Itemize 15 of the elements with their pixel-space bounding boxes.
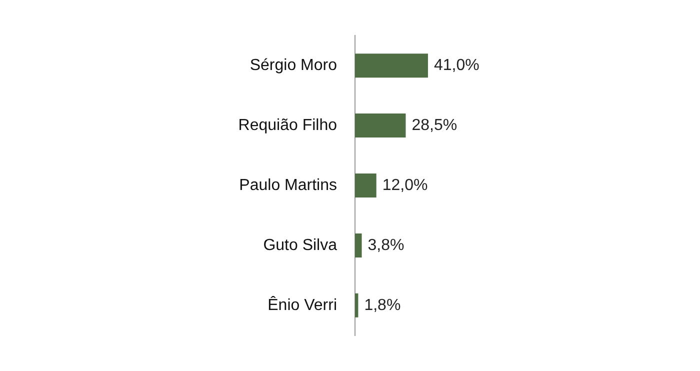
data-label: 1,8% [364, 296, 401, 314]
bar [355, 293, 358, 318]
data-label: 3,8% [368, 236, 404, 254]
data-label: 41,0% [434, 56, 480, 74]
bar [355, 174, 376, 198]
bar [355, 233, 362, 258]
bar [355, 54, 428, 78]
y-tick-label: Paulo Martins [239, 176, 337, 194]
data-label: 28,5% [412, 116, 458, 134]
y-tick-label: Sérgio Moro [250, 56, 338, 74]
y-tick-label: Ênio Verri [268, 296, 337, 314]
y-tick-label: Requião Filho [238, 116, 338, 134]
data-label: 12,0% [382, 176, 428, 194]
bar [355, 114, 406, 138]
y-tick-label: Guto Silva [263, 236, 338, 254]
